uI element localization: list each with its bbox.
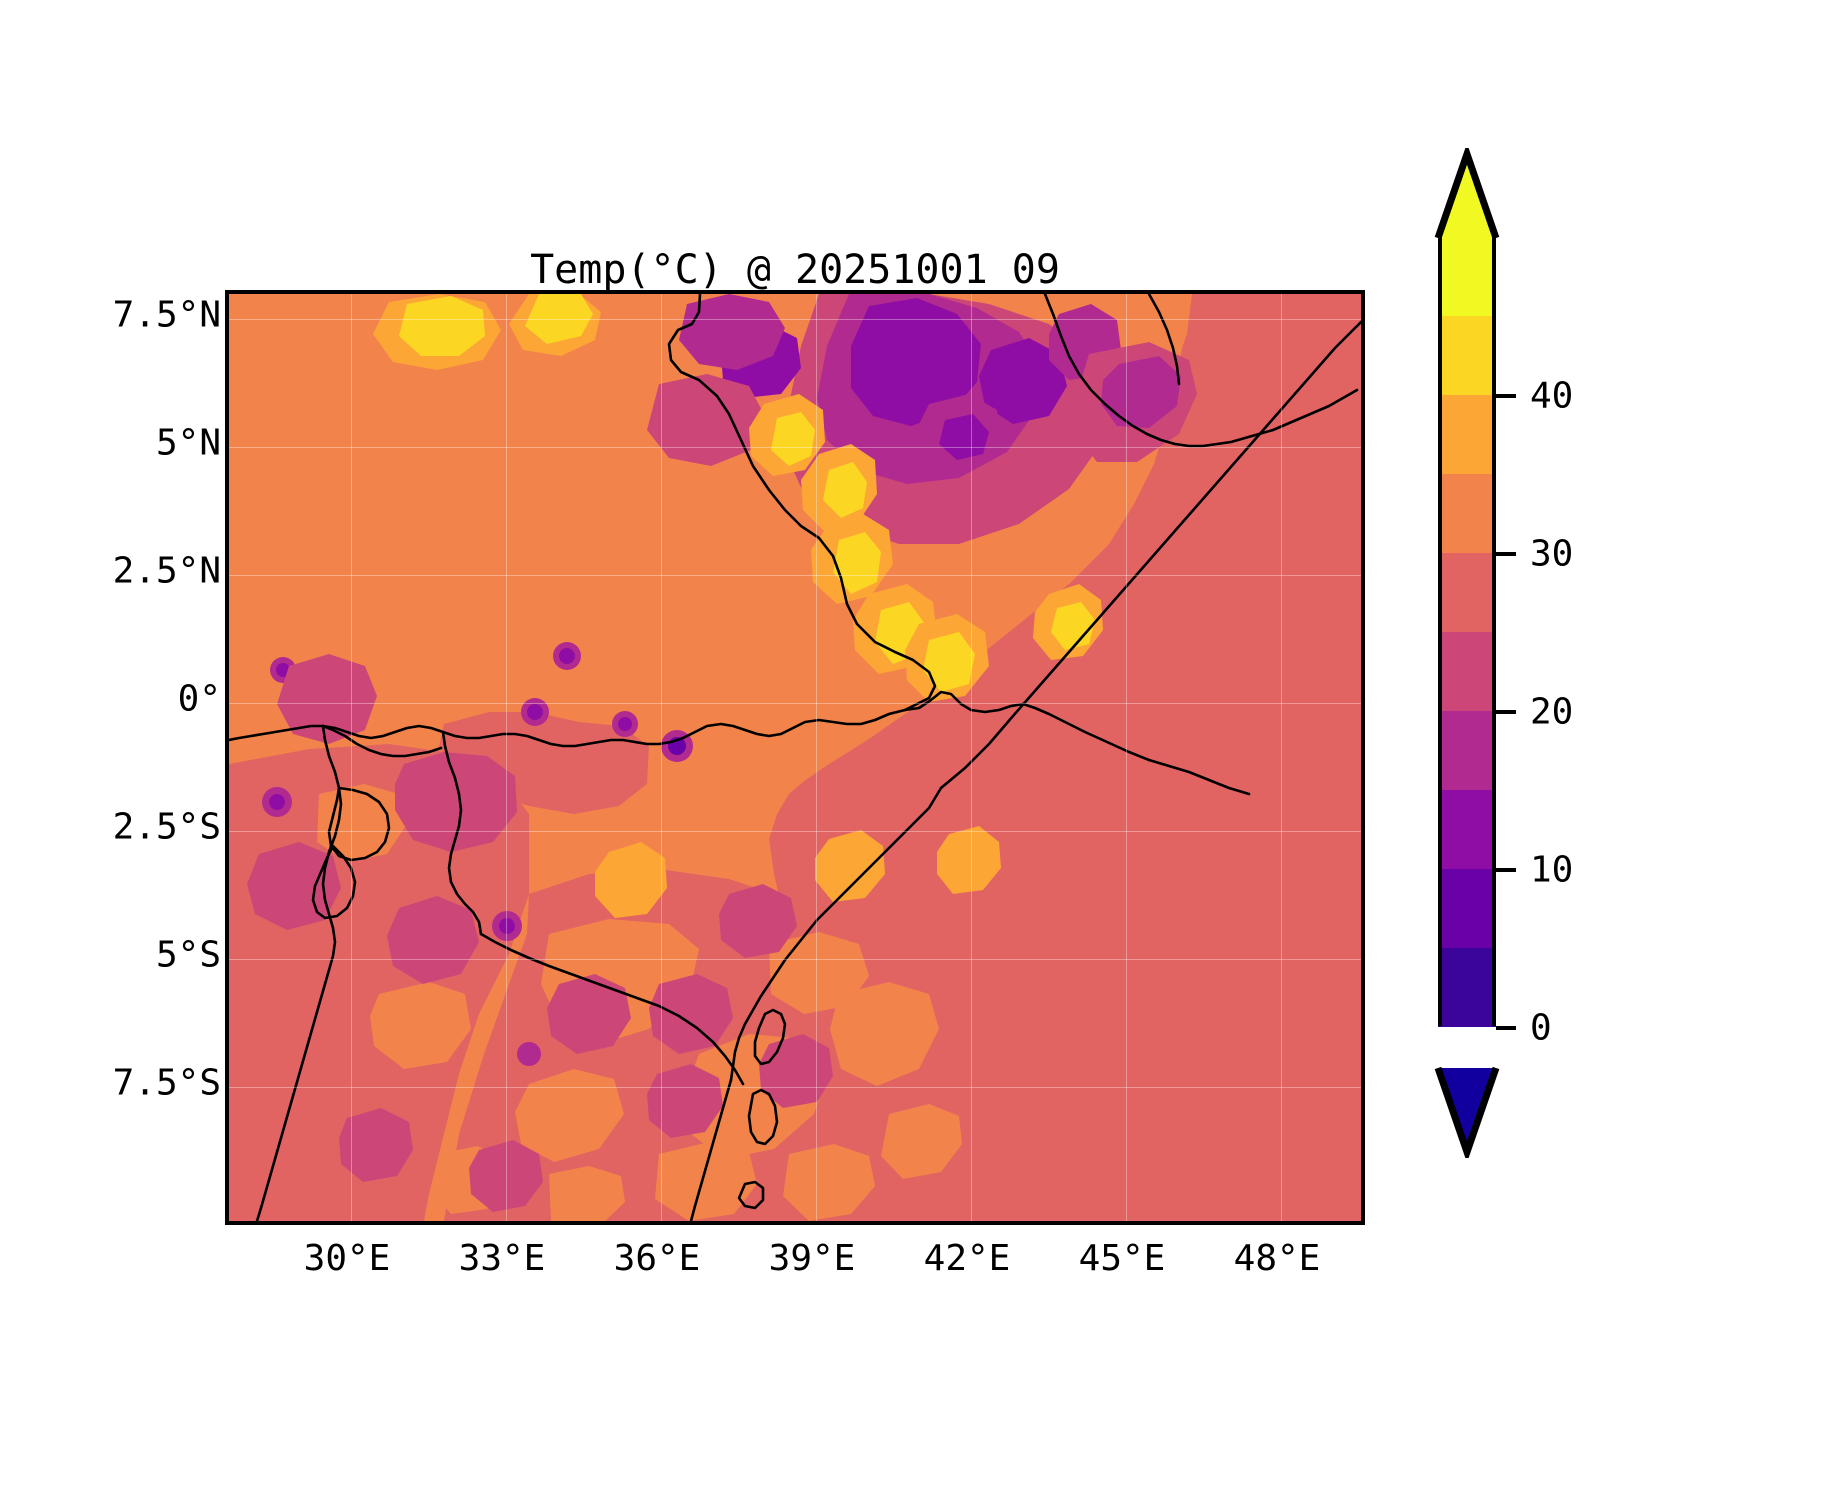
gridline-horizontal <box>229 319 1361 320</box>
gridline-horizontal <box>229 575 1361 576</box>
colorbar-tick-label: 0 <box>1530 1007 1552 1049</box>
gridline-vertical <box>1281 294 1282 1221</box>
colorbar-band <box>1438 236 1496 316</box>
xtick-label: 33°E <box>458 1238 546 1279</box>
gridline-horizontal <box>229 831 1361 832</box>
map-axes[interactable] <box>225 290 1365 1225</box>
temperature-contour-svg <box>229 294 1361 1221</box>
colorbar-tick-label: 10 <box>1530 849 1574 891</box>
colorbar-tick <box>1496 552 1516 556</box>
xtick-label: 48°E <box>1233 1238 1321 1279</box>
gridline-horizontal <box>229 959 1361 960</box>
colorbar-over-arrow <box>1438 154 1496 238</box>
colorbar-tick-label: 20 <box>1530 691 1574 733</box>
ytick-label: 0° <box>177 678 221 720</box>
colorbar-extension-arrows <box>1434 148 1500 1158</box>
gridline-horizontal <box>229 1087 1361 1088</box>
colorbar-band <box>1438 710 1496 790</box>
colorbar-band <box>1438 868 1496 948</box>
gridline-vertical <box>971 294 972 1221</box>
colorbar-band <box>1438 552 1496 632</box>
gridline-vertical <box>1126 294 1127 1221</box>
colorbar[interactable]: 40 30 20 10 0 <box>1434 148 1668 1158</box>
ytick-label: 7.5°S <box>112 1062 221 1104</box>
gridline-horizontal <box>229 703 1361 704</box>
colorbar-tick-label: 40 <box>1530 375 1574 417</box>
xtick-label: 42°E <box>923 1238 1011 1279</box>
gridline-vertical <box>351 294 352 1221</box>
colorbar-tick <box>1496 1026 1516 1030</box>
xtick-label: 30°E <box>303 1238 391 1279</box>
colorbar-band <box>1438 631 1496 711</box>
ytick-label: 7.5°N <box>112 294 221 336</box>
ytick-label: 5°S <box>155 934 221 976</box>
colorbar-band <box>1438 473 1496 553</box>
map-contour-field <box>229 294 1361 1221</box>
colorbar-under-arrow <box>1438 1068 1496 1152</box>
ytick-label: 5°N <box>155 422 221 464</box>
gridline-vertical <box>506 294 507 1221</box>
ytick-label: 2.5°N <box>112 550 221 592</box>
gridline-vertical <box>661 294 662 1221</box>
ytick-label: 2.5°S <box>112 806 221 848</box>
colorbar-tick <box>1496 710 1516 714</box>
gridline-horizontal <box>229 447 1361 448</box>
colorbar-band <box>1438 394 1496 474</box>
colorbar-band <box>1438 315 1496 395</box>
colorbar-band <box>1438 947 1496 1027</box>
colorbar-tick-label: 30 <box>1530 533 1574 575</box>
colorbar-tick <box>1496 394 1516 398</box>
colorbar-band <box>1438 789 1496 869</box>
xtick-label: 45°E <box>1078 1238 1166 1279</box>
xtick-label: 36°E <box>613 1238 701 1279</box>
title-line-1: Temp(°C) @ 20251001_09 <box>530 247 1060 293</box>
gridline-vertical <box>816 294 817 1221</box>
colorbar-tick <box>1496 868 1516 872</box>
colorbar-bands <box>1438 236 1496 1027</box>
xtick-label: 39°E <box>768 1238 856 1279</box>
colorbar-outline <box>1438 236 1496 1026</box>
